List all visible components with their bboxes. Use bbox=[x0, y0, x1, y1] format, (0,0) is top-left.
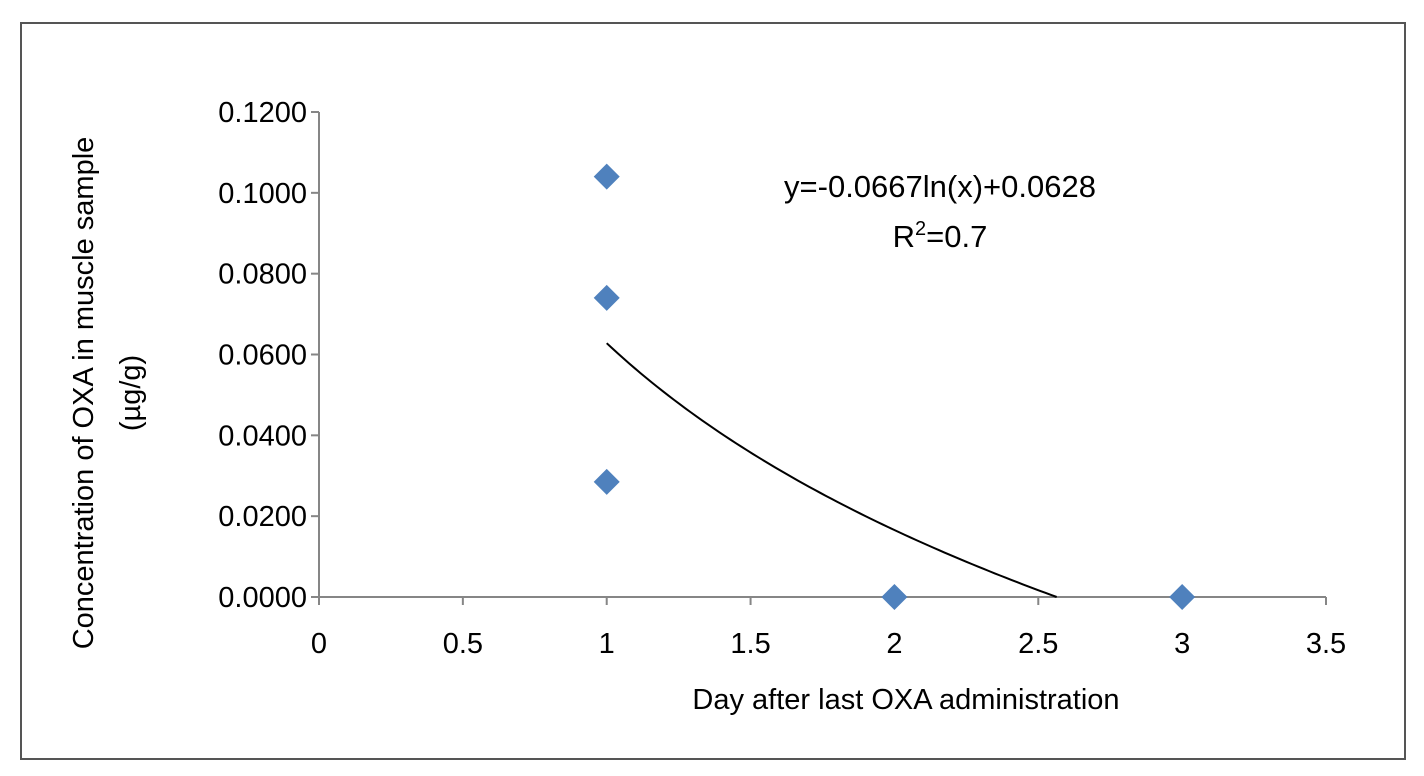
y-tick-label: 0.0200 bbox=[218, 501, 307, 533]
r-squared-superscript: 2 bbox=[915, 218, 926, 240]
y-tick-label: 0.0400 bbox=[218, 420, 307, 452]
x-tick-label: 1.5 bbox=[730, 628, 770, 660]
x-tick-label: 0.5 bbox=[443, 628, 483, 660]
data-point-diamond bbox=[1169, 584, 1196, 610]
data-point-diamond bbox=[881, 584, 908, 610]
r-squared-value: =0.7 bbox=[926, 219, 987, 254]
x-tick-label: 3.5 bbox=[1306, 628, 1346, 660]
y-tick-label: 0.0800 bbox=[218, 259, 307, 291]
y-tick-label: 0.0000 bbox=[218, 582, 307, 614]
x-axis-ticks: 0 0.5 1 1.5 2 2.5 3 3.5 bbox=[311, 597, 1346, 660]
x-tick-label: 0 bbox=[311, 628, 327, 660]
data-points bbox=[593, 163, 1196, 610]
y-axis-title-line1: Concentration of OXA in muscle sample bbox=[68, 137, 100, 650]
data-point-diamond bbox=[593, 468, 620, 495]
x-axis-title: Day after last OXA administration bbox=[692, 684, 1119, 716]
y-tick-label: 0.1200 bbox=[218, 97, 307, 129]
trendline bbox=[606, 342, 1058, 598]
data-point-diamond bbox=[593, 163, 620, 190]
x-tick-label: 3 bbox=[1174, 628, 1190, 660]
x-tick-label: 2.5 bbox=[1018, 628, 1058, 660]
y-tick-label: 0.0600 bbox=[218, 340, 307, 372]
r-squared-prefix: R bbox=[893, 219, 915, 254]
data-point-diamond bbox=[593, 284, 620, 311]
y-axis-ticks: 0.0000 0.0200 0.0400 0.0600 0.0800 0.1000 0.12… bbox=[218, 97, 319, 614]
x-tick-label: 2 bbox=[886, 628, 902, 660]
chart-frame bbox=[20, 22, 1406, 760]
y-axis-title-line2: (µg/g) bbox=[115, 355, 147, 431]
x-tick-label: 1 bbox=[599, 628, 615, 660]
y-tick-label: 0.1000 bbox=[218, 178, 307, 210]
r-squared-label: R2=0.7 bbox=[893, 218, 988, 254]
trendline-equation: y=-0.0667ln(x)+0.0628 bbox=[784, 169, 1096, 204]
